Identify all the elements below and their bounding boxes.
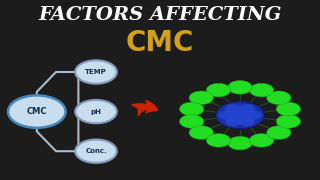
Text: Conc.: Conc.: [85, 148, 107, 154]
Circle shape: [249, 83, 274, 97]
Circle shape: [75, 140, 117, 163]
Text: TEMP: TEMP: [85, 69, 107, 75]
Circle shape: [75, 60, 117, 84]
Circle shape: [267, 126, 291, 140]
Circle shape: [228, 80, 252, 94]
Circle shape: [216, 102, 264, 129]
Circle shape: [206, 83, 231, 97]
Circle shape: [180, 102, 204, 116]
Circle shape: [267, 91, 291, 105]
Circle shape: [245, 111, 261, 120]
Circle shape: [249, 134, 274, 147]
Circle shape: [225, 117, 241, 126]
Text: CMC: CMC: [27, 107, 47, 116]
Circle shape: [189, 126, 213, 140]
Circle shape: [225, 104, 241, 113]
Circle shape: [239, 117, 255, 126]
Circle shape: [232, 111, 248, 120]
Circle shape: [276, 102, 300, 116]
Circle shape: [276, 114, 300, 128]
Circle shape: [219, 111, 235, 120]
Circle shape: [228, 136, 252, 150]
Circle shape: [239, 104, 255, 113]
Circle shape: [189, 91, 213, 105]
Text: FACTORS AFFECTING: FACTORS AFFECTING: [38, 6, 282, 24]
Text: CMC: CMC: [126, 29, 194, 57]
Circle shape: [75, 100, 117, 123]
Circle shape: [8, 95, 66, 128]
Text: pH: pH: [91, 109, 101, 115]
Circle shape: [180, 114, 204, 128]
Circle shape: [206, 134, 231, 147]
